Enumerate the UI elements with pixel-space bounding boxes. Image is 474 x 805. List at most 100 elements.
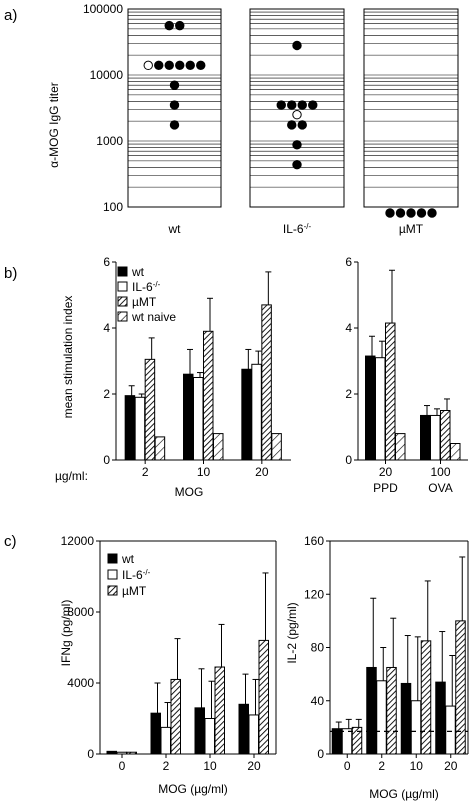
panel-c-right-ylabel: IL-2 (pg/ml)	[285, 602, 299, 663]
panel-b-left-bar	[193, 377, 204, 461]
panel-a-filled-dot	[297, 100, 307, 110]
panel-b-left-ytick-label: 2	[103, 387, 110, 401]
panel-c-right-bar	[435, 681, 446, 755]
panel-c-left-xtick-label: 0	[119, 759, 126, 773]
panel-c-left-xtick-label: 10	[203, 759, 217, 773]
panel-c-right-bar	[420, 640, 432, 755]
panel-b-left-legend-label: µMT	[132, 295, 157, 309]
panel-a-filled-dot	[292, 40, 302, 51]
panel-a-filled-dot	[196, 60, 206, 71]
panel-b-left-xtick-label: 10	[197, 465, 211, 479]
panel-c-right-bars: 0 40 80 120 160 0 2 10 20	[304, 534, 469, 773]
panel-c-right-bar	[376, 680, 387, 755]
panel-c-right-xtick-label: 20	[444, 759, 458, 773]
panel-c-right-bar	[351, 726, 363, 755]
panel-c-right-bar	[341, 728, 353, 755]
panel-b-x-prefix: µg/ml:	[55, 469, 88, 483]
panel-c-right-ytick-label: 160	[304, 534, 324, 548]
panel-a-filled-dot	[297, 120, 307, 130]
panel-a-group-label: µMT	[399, 222, 424, 236]
panel-a-filled-dot	[185, 60, 195, 71]
panel-c-right-xtick-label: 2	[378, 759, 385, 773]
panel-c-right-ytick-label: 80	[311, 641, 325, 655]
panel-a-box	[363, 8, 459, 208]
panel-b-right-ytick-label: 6	[345, 255, 352, 269]
panel-c-left-legend-swatch	[107, 569, 118, 580]
panel-b-left-xtick-label: 2	[142, 465, 149, 479]
panel-b-left-legend-swatch	[117, 296, 128, 307]
panel-b-left-bar	[251, 363, 262, 461]
panel-b-left-bar	[241, 368, 252, 461]
panel-b-left-ytick-label: 6	[103, 255, 110, 269]
panel-a-open-dot	[292, 110, 302, 120]
panel-a-scatter: 100000 10000 1000 100 wt IL-6-/- µMT	[83, 2, 459, 237]
panel-a-ylabel: α-MOG IgG titer	[47, 82, 61, 168]
panel-c-right-bar	[366, 666, 377, 755]
panel-c-left-bar	[238, 703, 249, 755]
panel-b-left-bar	[124, 395, 136, 461]
panel-c-left-legend-label: wt	[121, 552, 135, 566]
panel-a-filled-dot	[308, 100, 318, 110]
panel-b-right-bar	[420, 414, 431, 461]
panel-a-group-label: wt	[168, 222, 182, 236]
panel-a-filled-dot	[292, 140, 302, 150]
panel-c-left-ytick-label: 12000	[61, 534, 95, 548]
panel-a-filled-dot	[164, 20, 174, 31]
panel-b-xlabel: MOG	[175, 485, 204, 499]
panel-c-right-ytick-label: 120	[304, 587, 324, 601]
panel-c-left-legend-swatch	[107, 585, 118, 596]
panel-a-ytick: 1000	[96, 134, 123, 148]
panel-c-right-bar	[331, 728, 343, 755]
panel-label-c: c)	[4, 533, 17, 550]
panel-c-left-bar	[204, 718, 215, 755]
panel-a-filled-dot	[406, 208, 416, 218]
panel-c-left-bar	[258, 639, 269, 755]
panel-c-left-bars: 0 4000 8000 12000 0 2 10 20 wt IL-6-/-µMT	[61, 534, 277, 773]
panel-b-right-xtick-label: 20	[379, 465, 393, 479]
panel-a-ytick: 100	[103, 200, 123, 214]
panel-b-right-xtick-label: 100	[430, 465, 450, 479]
panel-b-right-xtick-sublabel: OVA	[428, 481, 452, 495]
panel-a-filled-dot	[416, 208, 427, 218]
panel-b-left-legend-label: wt	[131, 265, 145, 279]
panel-b-left-bar	[213, 433, 224, 461]
panel-a-filled-dot	[169, 120, 180, 130]
panel-b-left-legend-label: wt naive	[131, 310, 176, 324]
panel-b-left-bar	[134, 396, 146, 461]
panel-a-filled-dot	[169, 100, 180, 110]
panel-c-left-bar	[106, 750, 117, 755]
panel-a-ytick: 100000	[83, 2, 123, 16]
panel-b-left-bar	[261, 304, 272, 461]
panel-b-left-legend-swatch	[117, 311, 128, 322]
panel-a-group-label: IL-6-/-	[283, 222, 312, 237]
panel-b-left-bar	[271, 433, 282, 461]
panel-c-left-bar	[160, 726, 171, 755]
panel-b-right-bars: 0 2 4 6 20 PPD 100 OVA	[345, 255, 468, 495]
panel-c-left-xtick-label: 20	[247, 759, 261, 773]
panel-b-right-ytick-label: 0	[345, 453, 352, 467]
panel-b-left-legend-swatch	[117, 281, 128, 292]
panel-b-left-xtick-label: 20	[255, 465, 269, 479]
panel-c-right-xtick-label: 0	[344, 759, 351, 773]
panel-a-filled-dot	[385, 208, 395, 218]
panel-b-left-ytick-label: 0	[103, 453, 110, 467]
panel-c-left-ytick-label: 8000	[67, 605, 94, 619]
panel-c-right-bar	[400, 682, 412, 755]
panel-a-filled-dot	[427, 208, 437, 218]
panel-c-right-xlabel: MOG (µg/ml)	[369, 787, 439, 801]
panel-label-a: a)	[4, 7, 17, 24]
panel-b-right-xtick-sublabel: PPD	[373, 481, 398, 495]
panel-c-left-legend-label: µMT	[122, 584, 147, 598]
panel-a-ytick: 10000	[90, 68, 124, 82]
panel-b-left-bar	[144, 358, 156, 461]
panel-c-right-bar	[410, 700, 422, 755]
panel-c-left-xtick-label: 2	[163, 759, 170, 773]
panel-c-left-bar	[248, 714, 259, 755]
panel-b-right-bar	[430, 414, 441, 461]
panel-a-filled-dot	[287, 120, 297, 130]
panel-b-right-bar	[385, 322, 396, 461]
panel-b-ylabel: mean stimulation index	[61, 296, 75, 419]
panel-c-right-bar	[386, 666, 397, 755]
